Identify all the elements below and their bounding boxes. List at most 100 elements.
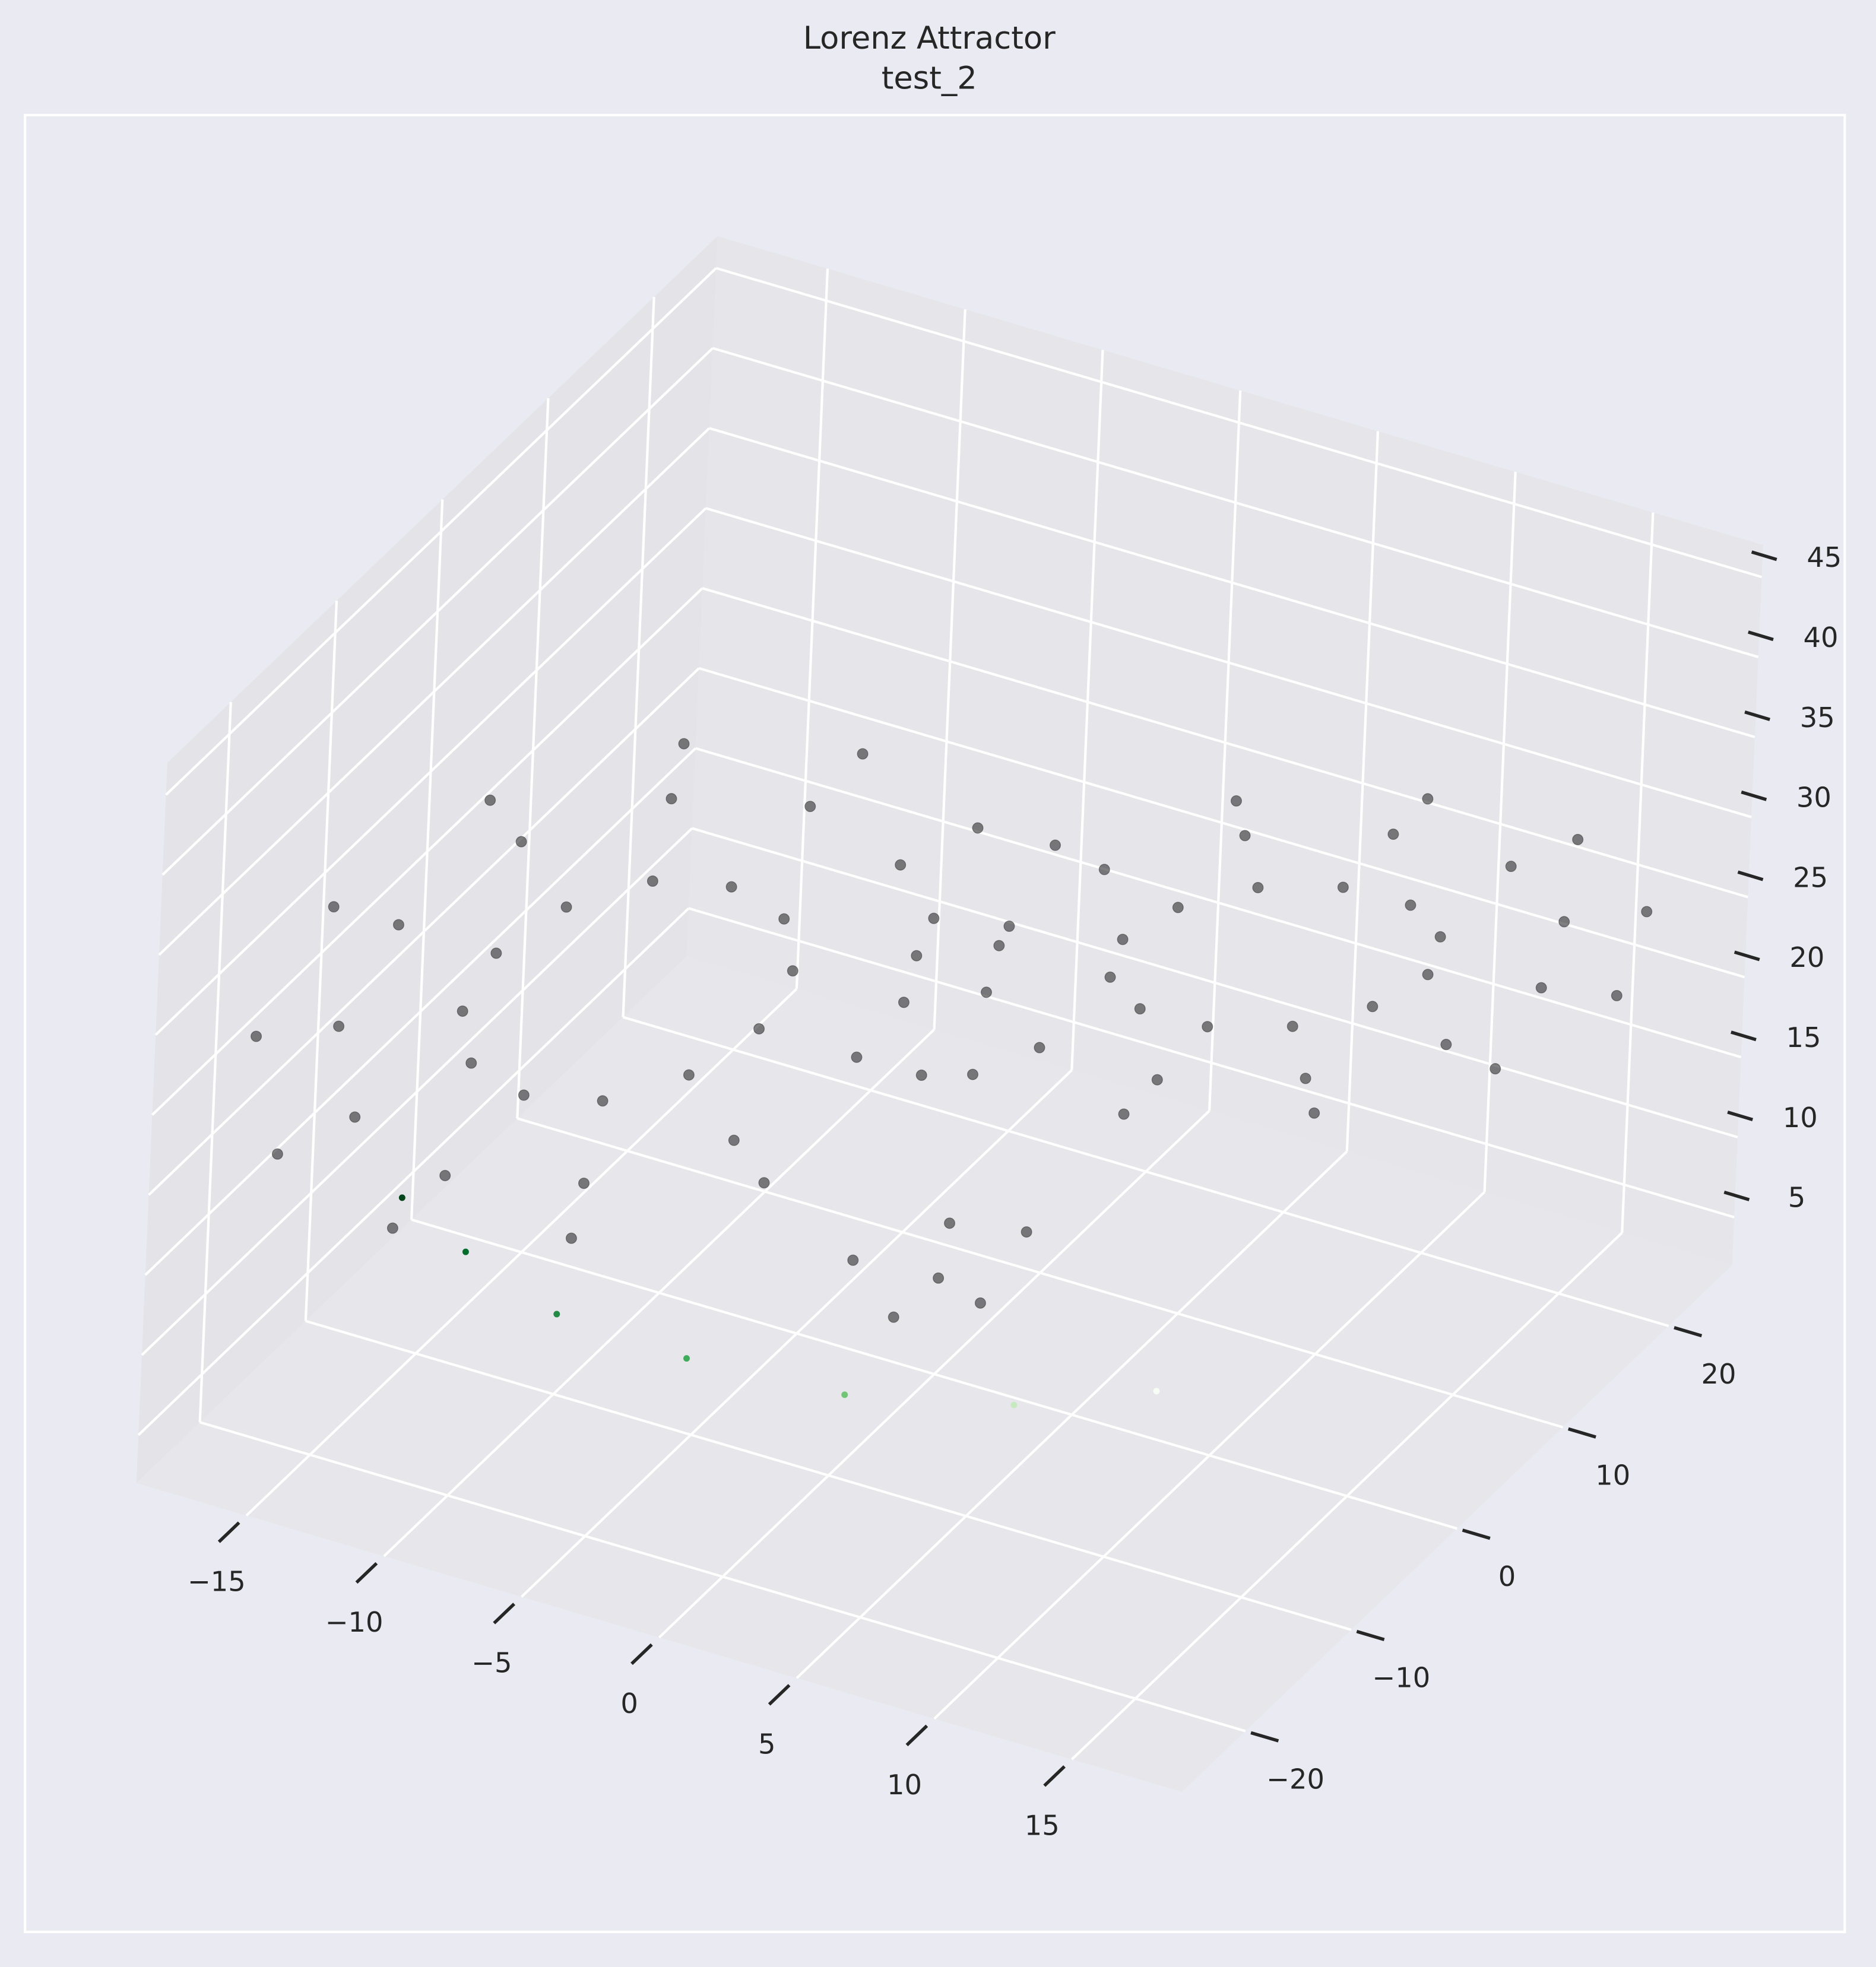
grid-line: [141, 827, 693, 1356]
grid-line: [199, 1421, 1246, 1733]
y-tick: [1250, 1731, 1279, 1743]
point: [972, 822, 984, 834]
point: [915, 1070, 927, 1081]
point: [560, 901, 572, 913]
grid-line: [1208, 390, 1242, 1111]
point: [484, 794, 496, 806]
point: [1300, 1073, 1311, 1084]
point: [1118, 1108, 1130, 1120]
point: [683, 1355, 690, 1362]
z-tick-label: 5: [1788, 1182, 1805, 1214]
point: [1440, 1039, 1452, 1051]
point: [1387, 828, 1399, 840]
z-tick-label: 35: [1800, 702, 1835, 734]
grid-line: [795, 268, 829, 989]
point: [490, 947, 502, 959]
y-tick-label: −20: [1266, 1763, 1324, 1795]
point: [911, 950, 923, 962]
point: [1172, 902, 1184, 913]
grid-line: [516, 398, 550, 1119]
point: [758, 1177, 770, 1189]
z-tick-label: 25: [1793, 861, 1828, 893]
point: [841, 1391, 848, 1398]
point: [888, 1311, 899, 1323]
point: [1003, 921, 1015, 932]
point: [847, 1254, 859, 1266]
point: [251, 1030, 262, 1042]
z-tick-label: 10: [1783, 1102, 1818, 1134]
chart-subtitle: test_2: [882, 61, 977, 97]
x-tick: [905, 1724, 929, 1747]
grid-line: [698, 667, 1745, 979]
point: [666, 793, 677, 805]
x-tick: [217, 1521, 240, 1543]
x-tick-label: 0: [620, 1687, 638, 1719]
point: [851, 1051, 863, 1063]
point: [1239, 830, 1251, 842]
point: [1422, 969, 1434, 981]
point: [1098, 864, 1110, 875]
z-tick: [1731, 1030, 1757, 1042]
point: [1422, 793, 1434, 805]
point: [515, 836, 527, 848]
z-tick-label: 15: [1786, 1021, 1821, 1054]
y-tick: [1356, 1630, 1385, 1641]
x-tick-label: −10: [325, 1606, 384, 1638]
point: [1021, 1226, 1032, 1238]
grid-line: [933, 309, 966, 1030]
point: [804, 801, 816, 813]
point: [1367, 1001, 1379, 1013]
grid-line: [158, 427, 711, 956]
y-tick-label: 20: [1701, 1358, 1736, 1390]
grid-line: [705, 507, 1752, 818]
x-tick-label: 15: [1025, 1809, 1060, 1841]
point: [462, 1248, 469, 1255]
grid-line: [165, 267, 717, 796]
grid-line: [304, 601, 338, 1321]
grid-line: [1070, 350, 1104, 1071]
z-tick: [1751, 550, 1777, 561]
point: [678, 738, 690, 750]
z-tick-label: 40: [1804, 621, 1839, 653]
point: [328, 901, 340, 913]
point: [1050, 839, 1061, 851]
x-tick-label: 10: [887, 1769, 922, 1801]
point: [465, 1057, 477, 1069]
z-tick: [1727, 1111, 1753, 1122]
point: [944, 1217, 956, 1229]
grid-line: [709, 427, 1755, 738]
grid-line: [154, 507, 707, 1036]
z-tick: [1748, 630, 1774, 642]
point: [895, 859, 907, 871]
point: [993, 940, 1005, 951]
point: [1434, 931, 1446, 943]
grid-line: [151, 587, 704, 1116]
chart-title: Lorenz Attractor: [803, 20, 1056, 56]
point: [553, 1311, 560, 1318]
grid-line: [161, 347, 714, 876]
point: [753, 1023, 765, 1035]
point: [578, 1178, 590, 1189]
point: [1252, 881, 1264, 893]
grid-line: [1483, 471, 1517, 1192]
y-tick: [1462, 1528, 1491, 1540]
x-tick-label: −5: [471, 1646, 512, 1679]
point: [597, 1095, 609, 1107]
x-tick: [1043, 1765, 1066, 1787]
y-tick: [1674, 1326, 1703, 1338]
point: [787, 965, 798, 977]
point: [928, 912, 940, 924]
y-tick: [1567, 1427, 1596, 1439]
grid-line: [688, 907, 1735, 1219]
grid-line: [148, 667, 700, 1196]
grid-line: [622, 1016, 1669, 1328]
point: [457, 1005, 468, 1017]
point: [857, 748, 869, 760]
grid-line: [712, 347, 1759, 658]
point: [1104, 971, 1116, 983]
point: [725, 881, 737, 893]
point: [392, 919, 404, 931]
point: [933, 1272, 945, 1284]
